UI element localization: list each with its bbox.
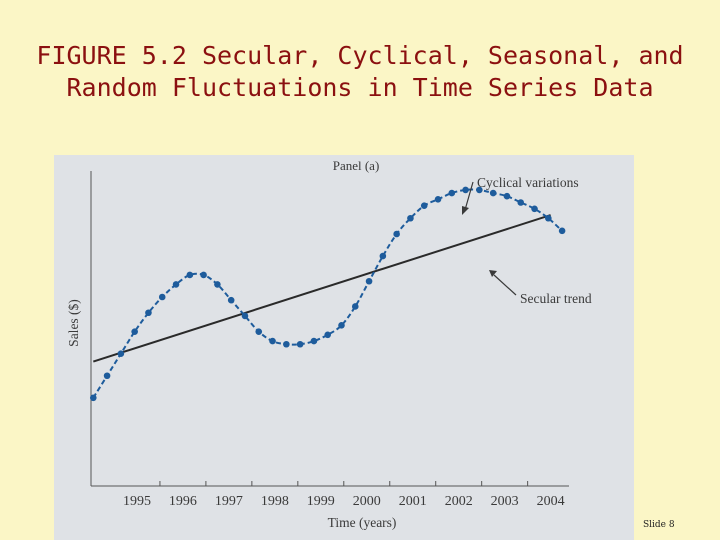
x-axis-label: Time (years) — [328, 515, 397, 530]
cyclical-data-point — [158, 293, 166, 301]
cyclical-variations-line — [92, 188, 563, 399]
cyclical-data-point — [434, 196, 442, 203]
cyclical-data-point — [351, 303, 359, 310]
cyclical-data-point — [393, 230, 400, 238]
x-tick-label: 1997 — [215, 494, 243, 509]
cyclical-data-point — [296, 340, 304, 348]
x-tick-label: 2000 — [353, 494, 381, 509]
panel-title: Panel (a) — [333, 158, 380, 173]
annotation-trend-arrowhead — [489, 270, 497, 277]
time-series-chart: Panel (a) 1995 1996 1997 1998 1999 2000 2001 20… — [66, 158, 592, 530]
x-tick-label: 2002 — [445, 494, 473, 509]
annotation-trend-label: Secular trend — [520, 291, 592, 306]
x-tick-label: 2004 — [537, 494, 565, 509]
x-tick-label: 1998 — [261, 494, 289, 509]
y-axis-label: Sales ($) — [66, 299, 81, 347]
cyclical-data-point — [255, 328, 263, 335]
annotation-cyclical-arrow — [464, 181, 474, 211]
x-tick-group: 1995 1996 1997 1998 1999 2000 2001 2002 2003 2004 — [123, 481, 565, 509]
cyclical-data-point — [186, 271, 194, 279]
cyclical-points-group — [89, 186, 566, 402]
cyclical-data-point — [89, 394, 97, 402]
cyclical-data-point — [489, 189, 497, 197]
cyclical-data-point — [365, 277, 373, 285]
cyclical-data-point — [214, 281, 221, 288]
x-tick-label: 1995 — [123, 494, 151, 509]
cyclical-data-point — [269, 337, 276, 345]
cyclical-data-point — [338, 322, 345, 329]
cyclical-data-point — [531, 205, 538, 213]
cyclical-data-point — [145, 309, 152, 317]
slide-number: Slide 8 — [643, 520, 675, 530]
cyclical-data-point — [172, 281, 180, 288]
slide-title-line-2: Random Fluctuations in Time Series Data — [66, 73, 654, 102]
cyclical-data-point — [117, 350, 125, 357]
cyclical-data-point — [517, 199, 525, 206]
cyclical-data-point — [407, 214, 414, 222]
x-tick-label: 1999 — [307, 494, 335, 509]
cyclical-data-point — [462, 186, 469, 194]
cyclical-data-point — [476, 186, 483, 194]
cyclical-data-point — [503, 192, 511, 200]
figure-panel: Panel (a) 1995 1996 1997 1998 1999 2000 2001 20… — [54, 155, 634, 540]
cyclical-data-point — [227, 296, 235, 304]
x-tick-label: 2003 — [491, 494, 519, 509]
cyclical-data-point — [103, 372, 111, 380]
annotation-cyclical-label: Cyclical variations — [477, 175, 579, 190]
cyclical-data-point — [448, 189, 456, 197]
cyclical-data-point — [324, 331, 332, 339]
cyclical-data-point — [558, 227, 566, 235]
cyclical-data-point — [379, 252, 387, 260]
cyclical-data-point — [200, 271, 207, 279]
cyclical-data-point — [131, 328, 138, 335]
slide-title-line-1: FIGURE 5.2 Secular, Cyclical, Seasonal, … — [36, 41, 684, 70]
cyclical-data-point — [310, 337, 318, 345]
slide-title: FIGURE 5.2 Secular, Cyclical, Seasonal, … — [0, 40, 720, 104]
annotation-trend-arrow — [493, 274, 517, 296]
secular-trend-line — [92, 214, 551, 363]
annotation-cyclical-arrowhead — [462, 206, 469, 215]
cyclical-data-point — [241, 312, 249, 320]
x-tick-label: 2001 — [399, 494, 427, 509]
cyclical-data-point — [420, 202, 428, 209]
cyclical-data-point — [283, 340, 290, 348]
cyclical-data-point — [545, 214, 552, 222]
x-tick-label: 1996 — [169, 494, 197, 509]
